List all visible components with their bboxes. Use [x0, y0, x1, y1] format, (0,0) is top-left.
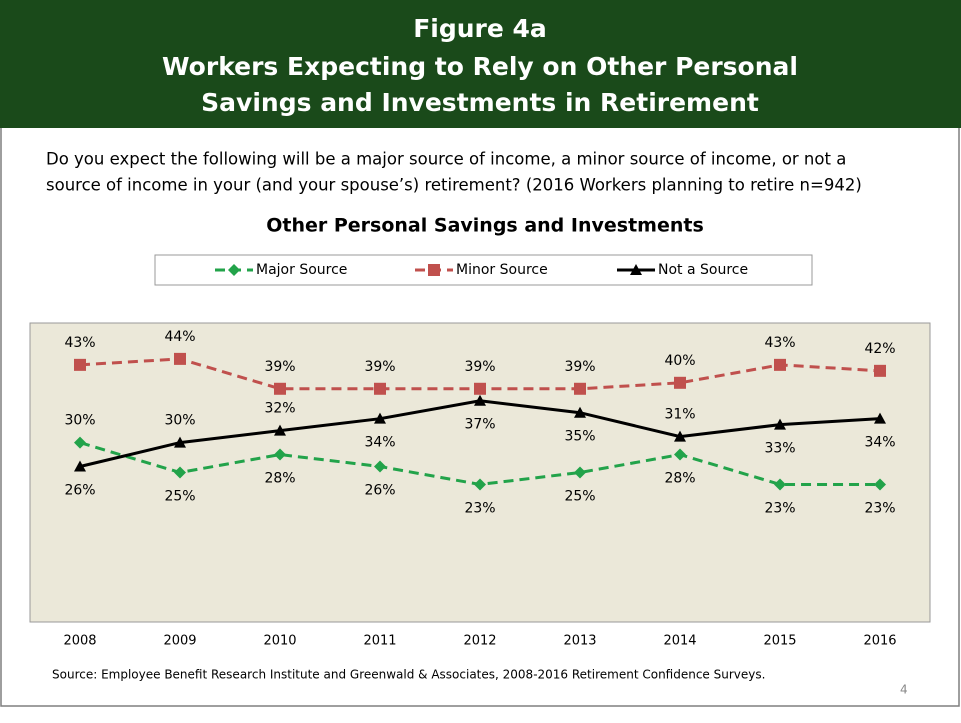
x-tick-label: 2013 [563, 634, 596, 649]
data-label: 26% [364, 483, 395, 499]
data-label: 23% [764, 500, 795, 516]
data-label: 40% [664, 353, 695, 369]
legend-marker [630, 264, 642, 275]
data-label: 43% [764, 335, 795, 351]
marker [674, 448, 686, 461]
x-tick-label: 2009 [163, 634, 196, 649]
data-label: 32% [264, 401, 295, 417]
marker [874, 412, 886, 424]
marker [374, 412, 386, 424]
x-tick-label: 2014 [663, 634, 696, 649]
data-label: 25% [164, 489, 195, 505]
data-label: 34% [364, 435, 395, 451]
legend-box [154, 254, 813, 286]
x-tick-label: 2015 [763, 634, 796, 649]
marker [74, 436, 86, 449]
data-label: 37% [464, 417, 495, 433]
data-label: 26% [64, 483, 95, 499]
header-band [0, 0, 961, 128]
heading-line: Workers Expecting to Rely on Other Perso… [162, 52, 798, 81]
data-label: 30% [64, 413, 95, 429]
data-label: 30% [164, 413, 195, 429]
data-label: 39% [364, 359, 395, 375]
marker [774, 358, 786, 371]
marker [474, 382, 486, 395]
marker [174, 466, 186, 479]
marker [574, 466, 586, 479]
data-label: 23% [464, 500, 495, 516]
marker [674, 430, 686, 442]
data-label: 33% [764, 441, 795, 457]
marker [574, 406, 586, 418]
marker [174, 436, 186, 448]
marker [474, 478, 486, 491]
legend-marker [228, 264, 240, 276]
marker [374, 460, 386, 473]
legend-label: Major Source [256, 262, 347, 278]
marker [174, 352, 186, 365]
data-label: 31% [664, 407, 695, 423]
heading-line: Figure 4a [413, 14, 547, 43]
data-label: 39% [264, 359, 295, 375]
marker [274, 382, 286, 395]
x-tick-label: 2010 [263, 634, 296, 649]
legend-label: Not a Source [658, 262, 748, 278]
data-label: 44% [164, 329, 195, 345]
marker [474, 394, 486, 406]
marker [274, 448, 286, 461]
marker [374, 382, 386, 395]
data-label: 35% [564, 429, 595, 445]
marker [274, 424, 286, 436]
page-number: 4 [900, 683, 908, 697]
legend-marker [428, 264, 440, 276]
marker [74, 460, 86, 472]
x-tick-label: 2016 [863, 634, 896, 649]
data-label: 23% [864, 500, 895, 516]
data-label: 39% [564, 359, 595, 375]
heading-line: Savings and Investments in Retirement [201, 88, 759, 117]
x-tick-label: 2008 [63, 634, 96, 649]
data-label: 43% [64, 335, 95, 351]
marker [674, 376, 686, 389]
marker [874, 364, 886, 377]
x-tick-label: 2012 [463, 634, 496, 649]
marker [874, 478, 886, 491]
data-label: 42% [864, 341, 895, 357]
x-tick-label: 2011 [363, 634, 396, 649]
legend-label: Minor Source [456, 262, 548, 278]
marker [74, 358, 86, 371]
question-line: source of income in your (and your spous… [46, 176, 862, 195]
marker [574, 382, 586, 395]
data-label: 34% [864, 435, 895, 451]
data-label: 39% [464, 359, 495, 375]
marker [774, 418, 786, 430]
data-label: 25% [564, 489, 595, 505]
source-note: Source: Employee Benefit Research Instit… [52, 668, 765, 682]
data-label: 28% [664, 471, 695, 487]
marker [774, 478, 786, 491]
data-label: 28% [264, 471, 295, 487]
question-line: Do you expect the following will be a ma… [46, 150, 846, 169]
chart-title: Other Personal Savings and Investments [266, 215, 704, 237]
